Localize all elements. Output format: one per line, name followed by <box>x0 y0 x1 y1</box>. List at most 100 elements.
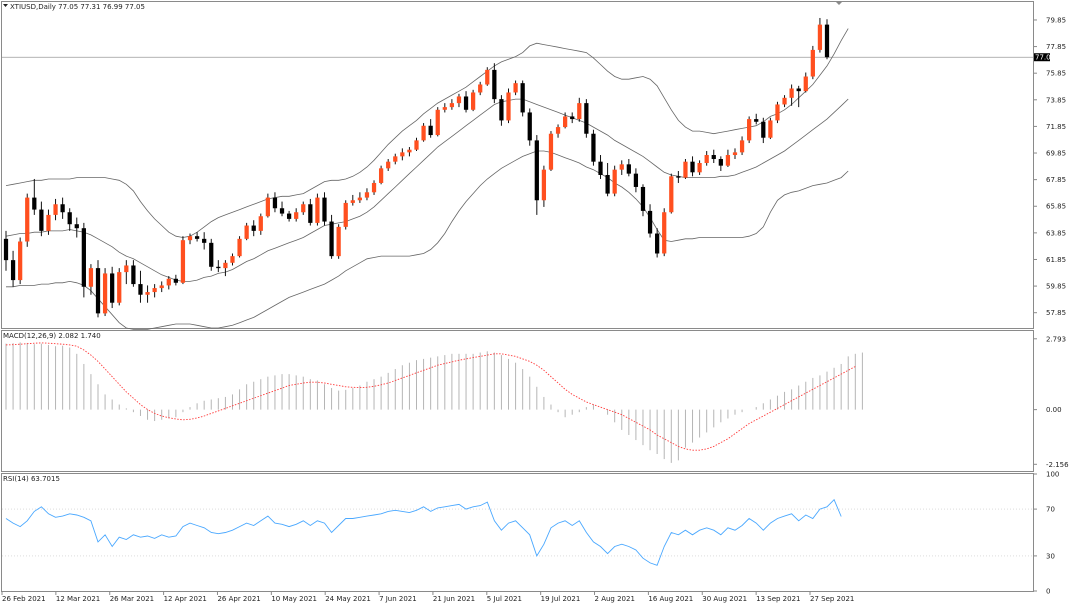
candle-body <box>223 262 228 269</box>
current-price-tag-text: 77.05 <box>1035 54 1055 62</box>
candle-body <box>386 161 391 169</box>
candle-body <box>782 97 787 105</box>
macd-axis-tick-label: -2.156 <box>1046 461 1069 469</box>
candle-body <box>513 83 518 93</box>
candle-body <box>67 212 72 225</box>
candle-body <box>478 84 483 93</box>
candle-body <box>95 268 101 314</box>
candle-body <box>449 103 455 108</box>
date-axis-tick-label: 26 Apr 2021 <box>217 595 260 603</box>
caret-down-icon[interactable] <box>3 4 8 7</box>
candle-body <box>194 236 200 239</box>
date-axis-tick-label: 7 Jun 2021 <box>379 595 417 603</box>
macd-signal-line <box>5 342 856 451</box>
price-axis-tick-label: 61.85 <box>1046 256 1066 264</box>
candle-body <box>209 242 214 267</box>
candle-body <box>662 212 667 254</box>
candle-body <box>117 272 122 303</box>
candle-body <box>159 285 164 289</box>
candle-body <box>640 186 646 211</box>
candle-body <box>421 125 426 141</box>
reference-lines <box>2 56 1033 557</box>
candle-body <box>761 121 766 138</box>
current-price-tag-box <box>1034 53 1050 62</box>
macd-axis-tick-label: 0.00 <box>1046 406 1062 414</box>
price-axis-tick-label: 63.85 <box>1046 229 1066 237</box>
price-axis-tick-label: 57.85 <box>1046 309 1066 317</box>
candle-body <box>88 268 94 287</box>
candle-body <box>612 169 617 194</box>
candle-body <box>102 273 108 314</box>
candle-body <box>492 69 497 100</box>
date-axis-tick-label: 16 Aug 2021 <box>648 595 693 603</box>
candle-body <box>591 133 596 162</box>
price-axis-tick-label: 67.85 <box>1046 176 1066 184</box>
price-axis-tick-label: 65.85 <box>1046 203 1066 211</box>
date-axis-tick-label: 2 Aug 2021 <box>595 595 635 603</box>
candle-body <box>817 24 823 50</box>
candle-body <box>166 278 171 286</box>
candle-body <box>294 212 299 219</box>
candle-body <box>768 120 773 138</box>
candle-body <box>60 204 65 213</box>
candle-body <box>619 164 624 170</box>
candle-body <box>357 197 363 201</box>
macd-series <box>5 342 863 463</box>
candle-body <box>329 221 334 257</box>
candle-body <box>378 168 384 183</box>
candle-body <box>605 174 610 194</box>
candle-body <box>244 225 249 239</box>
candle-body <box>690 161 695 173</box>
candle-body <box>442 107 447 110</box>
rsi-axis-tick-label: 30 <box>1046 552 1055 560</box>
candle-body <box>258 216 263 231</box>
candle-body <box>527 112 532 141</box>
candle-body <box>3 238 9 261</box>
candle-body <box>655 233 660 254</box>
candlestick-series <box>3 17 830 318</box>
candle-body <box>336 226 341 257</box>
candle-body <box>145 292 150 295</box>
current-price-tag: 77.05 <box>1034 53 1055 62</box>
candle-body <box>10 260 16 281</box>
rsi-axis-tick-label: 70 <box>1046 506 1055 514</box>
candle-body <box>393 156 398 162</box>
rsi-axis-tick-label: 100 <box>1046 471 1059 479</box>
candle-body <box>739 140 745 153</box>
price-axis-tick-label: 73.85 <box>1046 96 1066 104</box>
candle-body <box>173 278 178 283</box>
candle-body <box>534 140 539 201</box>
candle-body <box>251 225 256 231</box>
candle-body <box>669 176 674 213</box>
candle-body <box>343 202 348 227</box>
date-axis-tick-label: 5 Jul 2021 <box>487 595 522 603</box>
chart-shift-marker-icon[interactable] <box>835 1 843 5</box>
rsi-series <box>5 498 842 566</box>
candle-body <box>131 265 136 285</box>
candle-body <box>456 96 462 104</box>
candle-body <box>563 116 568 128</box>
candle-body <box>74 224 79 229</box>
bollinger-upper-band <box>5 28 849 238</box>
candle-body <box>39 209 44 231</box>
candle-body <box>626 164 631 174</box>
candle-body <box>485 69 490 85</box>
candle-body <box>747 119 752 141</box>
candle-body <box>506 92 511 121</box>
candle-body <box>322 197 327 222</box>
candle-body <box>124 265 129 273</box>
date-axis-tick-label: 30 Aug 2021 <box>702 595 747 603</box>
candle-body <box>265 197 270 217</box>
candle-body <box>364 192 370 198</box>
candle-body <box>754 119 759 122</box>
bollinger-middle-band <box>5 98 849 282</box>
candle-body <box>187 236 193 241</box>
macd-panel-frame <box>1 330 1034 472</box>
candle-body <box>810 49 815 77</box>
price-axis-tick-label: 77.85 <box>1046 43 1066 51</box>
candle-body <box>308 204 313 223</box>
candle-body <box>647 210 653 234</box>
candle-body <box>315 197 320 223</box>
rsi-label: RSI(14) 63.7015 <box>3 475 60 483</box>
